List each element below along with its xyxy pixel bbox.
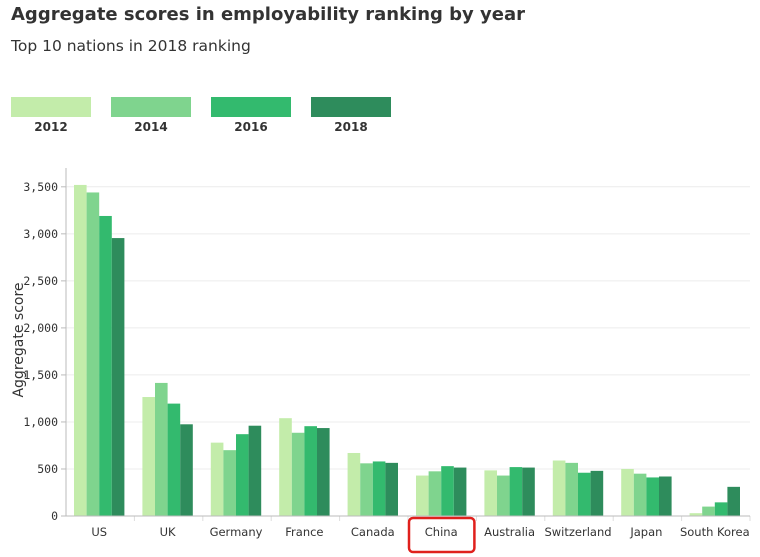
y-tick-label: 2,500 [23, 274, 58, 288]
legend-item-2012[interactable]: 2012 [11, 97, 91, 134]
bar-china-2016 [441, 466, 454, 516]
bar-south-korea-2016 [714, 502, 728, 516]
legend-swatch-2016 [211, 97, 291, 117]
bar-australia-2014 [497, 475, 510, 516]
x-tick-label: Switzerland [544, 525, 611, 539]
x-tick-label: Japan [629, 525, 662, 539]
highlight-box [407, 516, 476, 554]
bar-france-2016 [304, 426, 317, 516]
bar-switzerland-2016 [578, 472, 591, 516]
bar-us-2012 [74, 184, 87, 516]
bar-south-korea-2012 [689, 513, 703, 516]
legend-label-2018: 2018 [334, 120, 368, 134]
y-tick-label: 2,000 [23, 321, 58, 335]
bar-canada-2018 [385, 462, 398, 516]
bar-uk-2012 [142, 397, 155, 516]
y-tick-label: 1,500 [23, 368, 58, 382]
legend-label-2014: 2014 [134, 120, 168, 134]
y-tick-label: 1,000 [23, 415, 58, 429]
bar-us-2016 [99, 215, 112, 516]
bar-south-korea-2014 [702, 506, 715, 516]
bar-japan-2016 [646, 477, 659, 516]
bar-china-2018 [453, 467, 467, 516]
bar-germany-2012 [210, 442, 224, 516]
bar-uk-2018 [180, 424, 193, 516]
x-tick-label: UK [160, 525, 176, 539]
bar-switzerland-2014 [565, 462, 578, 516]
bar-switzerland-2018 [590, 470, 604, 516]
bar-uk-2014 [155, 382, 168, 516]
y-tick-label: 3,000 [23, 227, 58, 241]
bar-france-2018 [317, 428, 330, 516]
bar-japan-2014 [633, 473, 647, 516]
legend-swatch-2018 [311, 97, 391, 117]
y-tick-label: 0 [51, 509, 58, 523]
x-tick-label: Germany [210, 525, 263, 539]
bar-japan-2018 [659, 476, 672, 516]
bar-switzerland-2012 [552, 460, 566, 516]
bar-us-2014 [86, 192, 100, 517]
chart-subtitle: Top 10 nations in 2018 ranking [11, 37, 251, 55]
x-tick-label: France [285, 525, 323, 539]
legend-item-2014[interactable]: 2014 [111, 97, 191, 134]
chart-title: Aggregate scores in employability rankin… [11, 4, 526, 25]
bar-china-2014 [428, 471, 442, 516]
bar-germany-2016 [236, 434, 249, 516]
bar-germany-2014 [223, 450, 236, 516]
legend-swatch-2012 [11, 97, 91, 117]
legend-item-2018[interactable]: 2018 [311, 97, 391, 134]
bar-france-2014 [291, 432, 305, 516]
bar-germany-2018 [248, 425, 262, 516]
bar-australia-2016 [509, 467, 523, 516]
x-tick-label: South Korea [680, 525, 750, 539]
bar-us-2018 [111, 238, 125, 517]
bar-canada-2012 [347, 452, 361, 516]
y-axis-title: Aggregate score [11, 282, 27, 397]
bar-australia-2012 [484, 470, 497, 516]
x-tick-label: Canada [351, 525, 395, 539]
bar-canada-2016 [372, 461, 386, 516]
bar-canada-2014 [360, 463, 373, 516]
legend-swatch-2014 [111, 97, 191, 117]
x-tick-label: Australia [484, 525, 535, 539]
legend-item-2016[interactable]: 2016 [211, 97, 291, 134]
legend-label-2012: 2012 [34, 120, 68, 134]
y-tick-label: 3,500 [23, 180, 58, 194]
x-tick-label: US [91, 525, 107, 539]
bar-france-2012 [279, 418, 292, 516]
bar-uk-2016 [167, 403, 181, 516]
bar-australia-2018 [522, 467, 535, 516]
legend-label-2016: 2016 [234, 120, 268, 134]
bar-japan-2012 [621, 468, 634, 516]
bar-south-korea-2018 [727, 486, 740, 516]
x-tick-label: China [425, 525, 458, 539]
y-tick-label: 500 [37, 462, 58, 476]
bar-china-2012 [416, 475, 429, 516]
